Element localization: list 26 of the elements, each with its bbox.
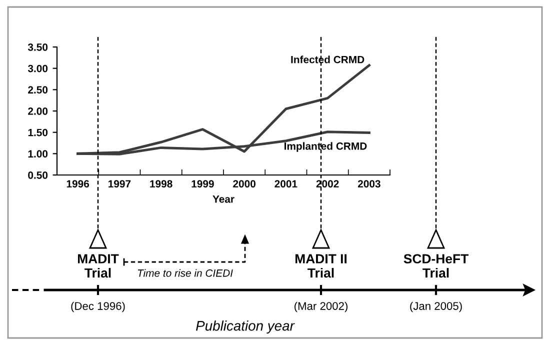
x-tick-label: 2003: [358, 180, 380, 188]
x-tick-label: 2002: [316, 180, 339, 188]
text: MADIT Trial: [78, 254, 119, 278]
x-tick-label: 1996: [66, 180, 90, 188]
text: (Jan 2005): [410, 302, 462, 312]
y-tick-label: 2.50: [28, 86, 48, 94]
y-tick-label: 3.50: [28, 44, 48, 51]
y-tick-label: 0.50: [28, 172, 48, 179]
series-label: Implanted CRMD: [284, 142, 367, 152]
text: MADIT II Trial: [296, 254, 347, 278]
text: (Mar 2002): [294, 302, 348, 312]
text: Time to rise in CIEDI: [138, 269, 233, 277]
series-label: Infected CRMD: [291, 56, 364, 64]
y-tick-label: 2.00: [28, 108, 48, 115]
y-tick-label: 3.00: [28, 64, 48, 72]
x-tick-label: 1997: [108, 180, 131, 188]
y-tick-label: 1.00: [28, 150, 48, 158]
y-tick-label: 1.50: [28, 128, 48, 136]
text: (Dec 1996): [71, 302, 125, 312]
x-axis-title: Year: [212, 196, 234, 203]
x-tick-label: 2001: [274, 180, 298, 188]
text: SCD-HeFT Trial: [404, 254, 468, 278]
text: Publication year: [196, 320, 295, 334]
x-tick-label: 2000: [233, 180, 256, 188]
x-tick-label: 1999: [192, 180, 214, 188]
x-tick-label: 1998: [150, 180, 172, 188]
